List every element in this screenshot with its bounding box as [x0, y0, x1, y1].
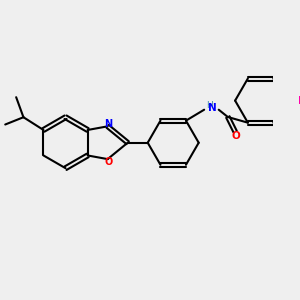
Text: N: N [104, 118, 112, 129]
Text: O: O [104, 157, 113, 167]
Text: O: O [232, 131, 240, 141]
Text: F: F [298, 96, 300, 106]
Text: N: N [208, 103, 217, 113]
Text: H: H [206, 101, 213, 110]
